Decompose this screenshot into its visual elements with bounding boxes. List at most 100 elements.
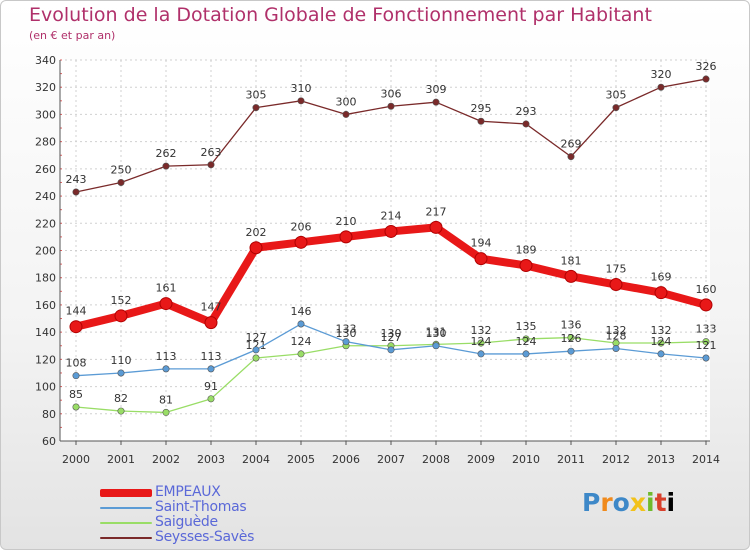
data-point — [432, 342, 440, 350]
data-point — [249, 241, 263, 255]
data-label: 161 — [156, 282, 177, 295]
data-point — [252, 346, 260, 354]
data-point — [657, 339, 665, 347]
data-point — [567, 347, 575, 355]
data-point — [297, 320, 305, 328]
legend-label: Saint-Thomas — [155, 499, 247, 515]
data-label: 169 — [651, 271, 672, 284]
data-point — [432, 98, 440, 106]
data-label: 131 — [426, 325, 447, 338]
data-point — [207, 161, 215, 169]
chart-title: Evolution de la Dotation Globale de Fonc… — [29, 4, 652, 26]
data-point — [162, 365, 170, 373]
data-label: 210 — [336, 215, 357, 228]
data-label: 124 — [291, 335, 312, 348]
data-point — [522, 335, 530, 343]
y-tick-label: 280 — [35, 136, 56, 149]
data-label: 152 — [111, 294, 132, 307]
data-label: 136 — [561, 319, 582, 332]
data-label: 295 — [471, 102, 492, 115]
data-point — [207, 395, 215, 403]
x-tick-label: 2014 — [692, 453, 720, 466]
data-point — [699, 298, 713, 312]
x-tick-label: 2010 — [512, 453, 540, 466]
legend-swatch — [100, 507, 152, 509]
x-tick-label: 2012 — [602, 453, 630, 466]
y-tick-label: 240 — [35, 190, 56, 203]
data-point — [612, 104, 620, 112]
y-tick-label: 160 — [35, 299, 56, 312]
data-label: 128 — [606, 329, 627, 342]
data-point — [657, 83, 665, 91]
data-label: 309 — [426, 83, 447, 96]
data-label: 206 — [291, 220, 312, 233]
data-point — [567, 334, 575, 342]
data-point — [387, 346, 395, 354]
logo-letter: o — [612, 488, 630, 517]
data-point — [477, 339, 485, 347]
y-tick-label: 300 — [35, 108, 56, 121]
data-label: 214 — [381, 209, 402, 222]
data-label: 82 — [114, 392, 128, 405]
data-label: 124 — [651, 335, 672, 348]
data-point — [609, 278, 623, 292]
x-tick-label: 2002 — [152, 453, 180, 466]
data-point — [387, 102, 395, 110]
logo-letter: i — [666, 488, 676, 517]
data-point — [474, 252, 488, 266]
data-point — [339, 230, 353, 244]
data-label: 243 — [66, 173, 87, 186]
data-label: 132 — [471, 324, 492, 337]
data-label: 81 — [159, 393, 173, 406]
x-tick-label: 2004 — [242, 453, 270, 466]
data-label: 121 — [696, 339, 717, 352]
data-label: 326 — [696, 60, 717, 73]
data-label: 124 — [471, 335, 492, 348]
data-label: 132 — [651, 324, 672, 337]
data-point — [117, 407, 125, 415]
data-label: 127 — [246, 331, 267, 344]
data-label: 305 — [246, 89, 267, 102]
data-point — [477, 117, 485, 125]
data-label: 135 — [516, 320, 537, 333]
y-tick-label: 140 — [35, 326, 56, 339]
data-label: 130 — [381, 327, 402, 340]
legend-swatch — [100, 489, 152, 497]
data-label: 217 — [426, 205, 447, 218]
data-point — [162, 408, 170, 416]
x-tick-label: 2003 — [197, 453, 225, 466]
data-label: 133 — [696, 323, 717, 336]
data-point — [519, 258, 533, 272]
data-label: 85 — [69, 388, 83, 401]
data-label: 130 — [336, 327, 357, 340]
y-tick-label: 100 — [35, 381, 56, 394]
y-tick-label: 320 — [35, 81, 56, 94]
data-label: 113 — [156, 350, 177, 363]
data-label: 189 — [516, 243, 537, 256]
data-point — [564, 269, 578, 283]
data-point — [297, 97, 305, 105]
data-point — [162, 162, 170, 170]
data-label: 202 — [246, 226, 267, 239]
logo-letter: t — [654, 488, 667, 517]
data-label: 133 — [336, 323, 357, 336]
data-point — [477, 350, 485, 358]
legend-label: Seysses-Savès — [155, 529, 255, 545]
data-point — [702, 354, 710, 362]
chart-subtitle: (en € et par an) — [29, 29, 116, 42]
y-tick-label: 120 — [35, 353, 56, 366]
logo-letter: i — [646, 488, 655, 517]
data-point — [297, 350, 305, 358]
data-point — [342, 110, 350, 118]
logo-letter: x — [629, 488, 646, 517]
data-label: 130 — [426, 327, 447, 340]
data-label: 127 — [381, 331, 402, 344]
y-tick-label: 260 — [35, 163, 56, 176]
data-label: 293 — [516, 105, 537, 118]
x-tick-label: 2005 — [287, 453, 315, 466]
y-tick-label: 340 — [35, 54, 56, 67]
data-point — [702, 338, 710, 346]
data-point — [207, 365, 215, 373]
y-tick-label: 80 — [42, 408, 56, 421]
